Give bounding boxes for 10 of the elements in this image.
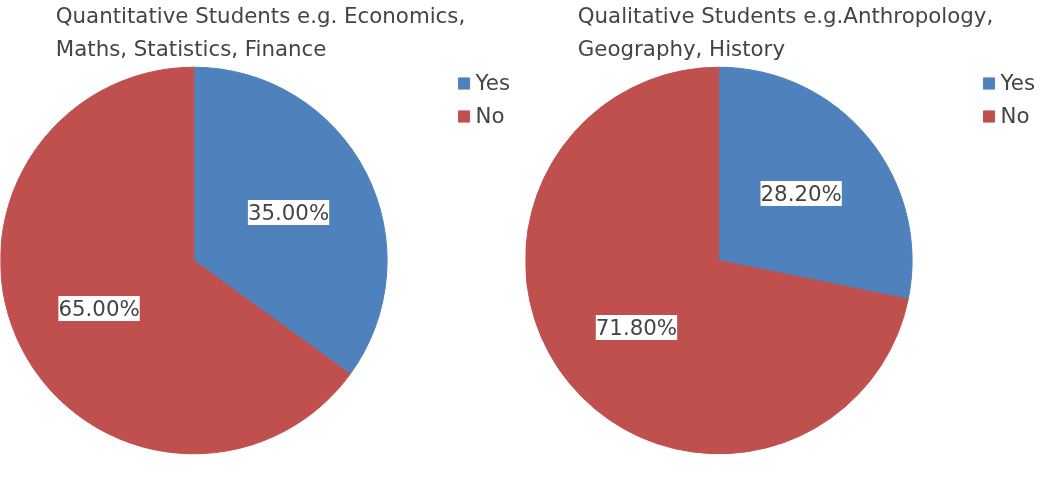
data-label: 35.00% bbox=[247, 199, 330, 225]
chart-title: Quantitative Students e.g. Economics, Maths, Statistics, Finance bbox=[55, 3, 466, 61]
data-label: 71.80% bbox=[595, 314, 678, 340]
legend-label: No bbox=[475, 103, 505, 128]
legend-label: Yes bbox=[1000, 70, 1035, 95]
chart-title: Qualitative Students e.g.Anthropology, Geography, History bbox=[577, 3, 994, 61]
data-label: 65.00% bbox=[58, 296, 140, 322]
legend-label: No bbox=[1000, 103, 1030, 128]
legend-label: Yes bbox=[475, 70, 510, 95]
data-label: 28.20% bbox=[760, 181, 842, 207]
